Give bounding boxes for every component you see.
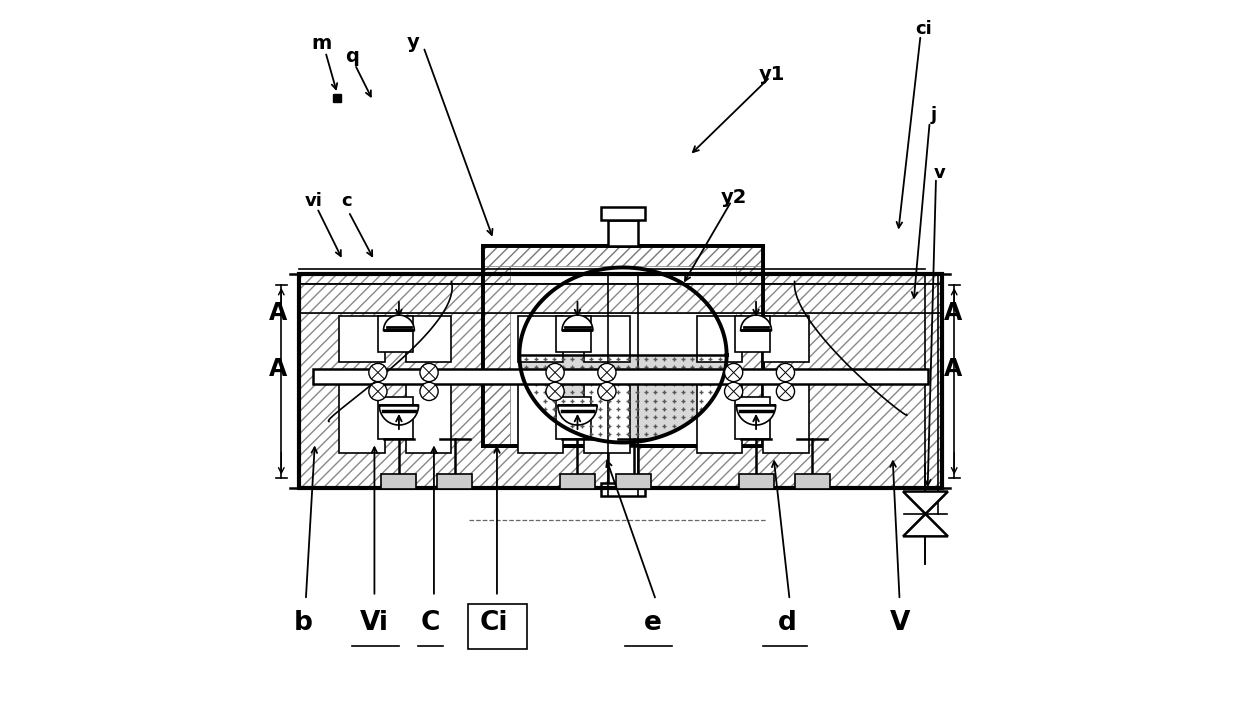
Bar [736, 247, 763, 446]
Circle shape [725, 363, 742, 382]
Circle shape [777, 363, 794, 382]
Circle shape [597, 363, 616, 382]
Bar [601, 483, 644, 496]
Circle shape [777, 382, 794, 401]
Polygon shape [558, 406, 597, 425]
Circle shape [369, 382, 387, 401]
Bar [556, 397, 591, 439]
Text: y1: y1 [760, 65, 786, 84]
Polygon shape [519, 355, 726, 442]
Bar [763, 383, 809, 453]
Circle shape [546, 363, 564, 382]
Polygon shape [903, 514, 948, 536]
Bar [735, 316, 771, 352]
Text: A: A [944, 357, 963, 381]
Bar [299, 283, 942, 313]
Bar [763, 316, 809, 362]
Text: b: b [294, 610, 312, 636]
Text: A: A [269, 357, 287, 381]
Text: e: e [644, 610, 662, 636]
Text: m: m [312, 34, 332, 53]
Bar [556, 316, 591, 352]
Circle shape [420, 382, 439, 401]
Polygon shape [384, 315, 414, 330]
Bar [406, 316, 451, 362]
Bar [601, 207, 644, 220]
Text: y: y [406, 32, 419, 51]
Circle shape [369, 363, 387, 382]
Text: ci: ci [916, 20, 933, 39]
Text: j: j [930, 106, 937, 124]
Polygon shape [741, 315, 772, 330]
Circle shape [597, 382, 616, 401]
Text: d: d [778, 610, 797, 636]
Bar [585, 383, 629, 453]
Bar [299, 283, 942, 313]
Text: vi: vi [305, 192, 322, 210]
Text: Vi: Vi [359, 610, 389, 636]
Bar [518, 316, 564, 362]
Bar [382, 474, 416, 489]
Bar [312, 369, 928, 385]
Text: q: q [346, 46, 359, 65]
Bar [560, 474, 595, 489]
Text: V: V [890, 610, 909, 636]
Bar [696, 383, 742, 453]
Text: c: c [341, 192, 352, 210]
Polygon shape [563, 315, 593, 330]
Bar [483, 247, 763, 446]
Text: C: C [421, 610, 440, 636]
Bar [339, 383, 385, 453]
Text: v: v [934, 164, 945, 182]
Bar [467, 604, 527, 649]
Text: A: A [269, 301, 287, 325]
Bar [483, 247, 763, 266]
Text: A: A [944, 301, 963, 325]
Circle shape [420, 363, 439, 382]
Bar [339, 316, 385, 362]
Bar [794, 474, 830, 489]
Circle shape [546, 382, 564, 401]
Bar [483, 247, 763, 446]
Bar [616, 474, 650, 489]
Bar [608, 220, 638, 247]
Bar [585, 316, 629, 362]
Circle shape [725, 382, 742, 401]
Text: Ci: Ci [479, 610, 508, 636]
Bar [299, 274, 942, 488]
Polygon shape [379, 406, 419, 425]
Text: y2: y2 [720, 188, 747, 207]
Bar [696, 316, 742, 362]
Bar [483, 247, 509, 446]
Bar [299, 274, 942, 488]
Bar [378, 397, 413, 439]
Bar [738, 474, 773, 489]
Bar [518, 383, 564, 453]
Bar [378, 316, 413, 352]
Bar [735, 397, 771, 439]
Bar [608, 446, 638, 484]
Bar [299, 283, 942, 313]
Bar [406, 383, 451, 453]
Polygon shape [903, 491, 948, 514]
Polygon shape [736, 406, 776, 425]
Bar [437, 474, 472, 489]
